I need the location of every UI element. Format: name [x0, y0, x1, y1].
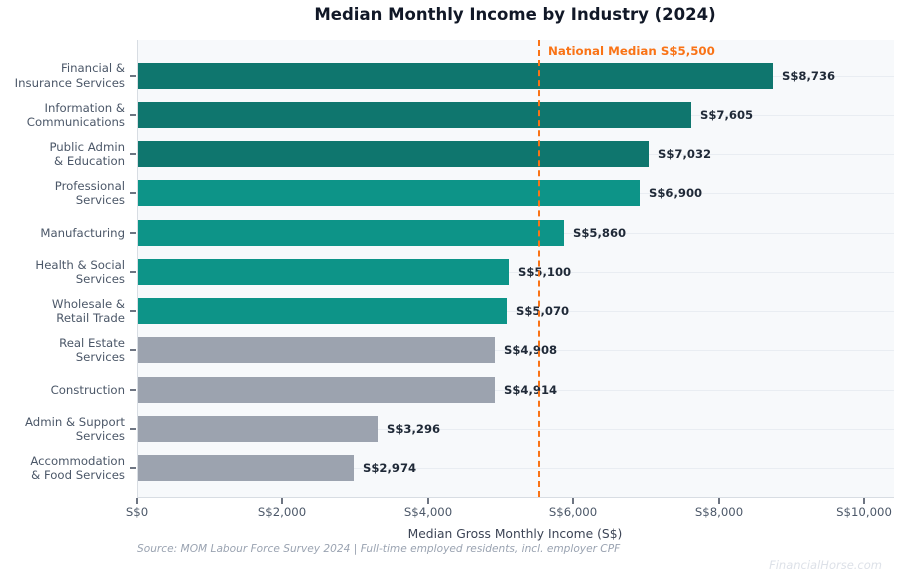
- y-axis-label: Health & Social Services: [35, 257, 125, 286]
- x-tick-mark: [136, 498, 138, 504]
- gridline: [138, 389, 894, 391]
- value-label: S$4,914: [504, 382, 558, 397]
- value-label: S$7,605: [700, 107, 754, 122]
- y-tick-mark: [130, 428, 136, 431]
- y-label-row: Real Estate Services: [0, 331, 137, 370]
- gridline: [138, 271, 894, 273]
- x-tick-label: S$2,000: [257, 505, 307, 519]
- y-tick-mark: [130, 231, 136, 234]
- x-tick-label: S$8,000: [694, 505, 744, 519]
- bar-row: S$5,100: [138, 252, 894, 291]
- y-axis-label: Information & Communications: [26, 100, 125, 129]
- value-label: S$8,736: [782, 68, 836, 83]
- bar: [138, 455, 354, 482]
- bar-rows: S$8,736 S$7,605 S$7,032 S$6,900 S$5,860 S$5,1…: [138, 56, 894, 488]
- y-label-row: Admin & Support Services: [0, 409, 137, 448]
- y-tick-mark: [130, 74, 136, 77]
- gridline: [138, 429, 894, 431]
- bar-row: S$7,605: [138, 95, 894, 134]
- bar-row: S$8,736: [138, 56, 894, 95]
- median-reference-label: National Median S$5,500: [548, 44, 715, 58]
- y-axis-label: Construction: [50, 382, 125, 397]
- gridline: [138, 468, 894, 470]
- bar: [138, 298, 507, 325]
- y-tick-mark: [130, 388, 136, 391]
- y-tick-mark: [130, 310, 136, 313]
- y-axis-label: Real Estate Services: [59, 336, 125, 365]
- x-tick-mark: [281, 498, 283, 504]
- y-tick-mark: [130, 192, 136, 195]
- median-reference-line: [538, 40, 540, 497]
- gridline: [138, 311, 894, 313]
- y-axis-label: Wholesale & Retail Trade: [51, 296, 125, 326]
- value-label: S$5,100: [518, 264, 572, 279]
- y-tick-mark: [130, 153, 136, 156]
- bar-row: S$6,900: [138, 174, 894, 213]
- y-label-row: Public Admin & Education: [0, 135, 137, 174]
- y-tick-mark: [130, 349, 136, 352]
- value-label: S$5,860: [573, 225, 627, 240]
- y-label-row: Manufacturing: [0, 213, 137, 252]
- bar-row: S$5,860: [138, 213, 894, 252]
- bar-row: S$5,070: [138, 292, 894, 331]
- x-tick-mark: [427, 498, 429, 504]
- bar-row: S$7,032: [138, 135, 894, 174]
- bar-row: S$4,914: [138, 370, 894, 409]
- y-label-row: Wholesale & Retail Trade: [0, 292, 137, 331]
- x-tick-mark: [718, 498, 720, 504]
- y-label-row: Information & Communications: [0, 95, 137, 134]
- bar: [138, 141, 649, 168]
- bar: [138, 62, 773, 89]
- y-axis-label: Admin & Support Services: [25, 414, 125, 444]
- y-axis-label: Public Admin & Education: [49, 139, 125, 169]
- chart-title: Median Monthly Income by Industry (2024): [314, 5, 716, 24]
- value-label: S$3,296: [387, 422, 441, 437]
- x-tick-mark: [572, 498, 574, 504]
- y-axis-label: Accommodation & Food Services: [30, 454, 125, 483]
- y-axis-label: Professional Services: [54, 179, 125, 208]
- gridline: [138, 350, 894, 352]
- y-tick-mark: [130, 467, 136, 470]
- bar: [138, 219, 564, 246]
- y-axis-label: Manufacturing: [40, 225, 125, 240]
- x-tick-label: S$4,000: [403, 505, 453, 519]
- bar-row: S$2,974: [138, 449, 894, 488]
- y-label-row: Accommodation & Food Services: [0, 449, 137, 488]
- value-label: S$7,032: [658, 147, 712, 162]
- y-label-row: Construction: [0, 370, 137, 409]
- value-label: S$5,070: [516, 304, 570, 319]
- plot-area: S$8,736 S$7,605 S$7,032 S$6,900 S$5,860 S$5,1…: [137, 40, 894, 498]
- value-label: S$2,974: [363, 461, 417, 476]
- y-label-row: Health & Social Services: [0, 252, 137, 291]
- x-axis-title: Median Gross Monthly Income (S$): [407, 527, 623, 541]
- bar: [138, 337, 495, 364]
- bar: [138, 101, 691, 128]
- y-axis-label: Financial & Insurance Services: [14, 61, 125, 90]
- x-tick-mark: [863, 498, 865, 504]
- x-tick-label: S$0: [125, 505, 149, 519]
- bar-row: S$4,908: [138, 331, 894, 370]
- bar: [138, 180, 640, 207]
- y-label-row: Financial & Insurance Services: [0, 56, 137, 95]
- y-tick-mark: [130, 113, 136, 116]
- source-note: Source: MOM Labour Force Survey 2024 | F…: [137, 543, 621, 555]
- y-tick-mark: [130, 270, 136, 273]
- y-axis-labels: Financial & Insurance Services Informatio…: [0, 56, 137, 488]
- watermark: FinancialHorse.com: [769, 558, 882, 572]
- bar-row: S$3,296: [138, 409, 894, 448]
- y-label-row: Professional Services: [0, 174, 137, 213]
- bar: [138, 376, 495, 403]
- x-tick-label: S$10,000: [836, 505, 892, 519]
- value-label: S$6,900: [649, 186, 703, 201]
- bar: [138, 416, 378, 443]
- value-label: S$4,908: [504, 343, 558, 358]
- bar: [138, 258, 509, 285]
- x-tick-label: S$6,000: [548, 505, 598, 519]
